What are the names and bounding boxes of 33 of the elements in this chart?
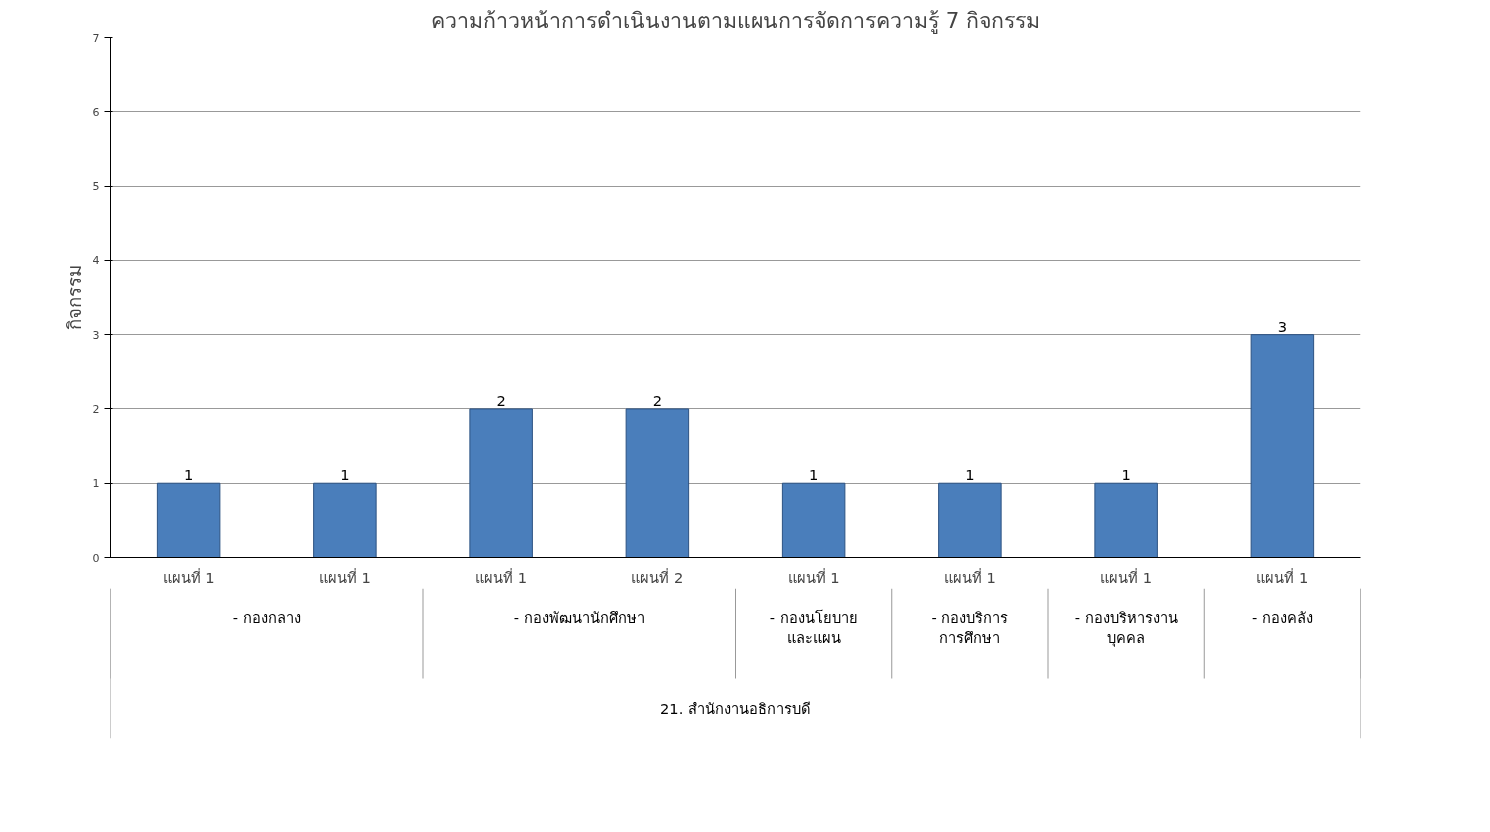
text: - กองคลัง xyxy=(1251,608,1313,626)
data-label: 1 xyxy=(1121,466,1131,484)
y-tick-label: 6 xyxy=(92,105,100,119)
y-tick-label: 1 xyxy=(92,477,100,491)
y-axis-title: กิจกรรม xyxy=(63,265,85,330)
y-tick-label: 7 xyxy=(92,31,100,45)
x-tick-label: แผนที่ 1 xyxy=(787,567,840,586)
data-label: 1 xyxy=(808,466,819,484)
text: - กองกลาง xyxy=(232,608,301,626)
x-tick-label: แผนที่ 1 xyxy=(475,567,528,586)
x-tick-label: แผนที่ 1 xyxy=(1100,567,1153,586)
data-label: 2 xyxy=(496,391,506,409)
y-tick-label: 5 xyxy=(92,180,100,194)
data-label: 2 xyxy=(652,391,663,409)
text: - กองนโยบาย และแผน xyxy=(769,608,858,646)
y-tick-label: 4 xyxy=(92,254,100,268)
text: 21. สำนักงานอธิการบดี xyxy=(660,700,811,717)
x-tick-label: แผนที่ 1 xyxy=(318,567,371,586)
x-tick-label: แผนที่ 1 xyxy=(1256,567,1309,586)
text: - กองบริหารงาน บุคคล xyxy=(1074,608,1178,647)
x-tick-label: แผนที่ 2 xyxy=(631,567,684,586)
x-tick-label: แผนที่ 1 xyxy=(162,567,215,586)
text: - กองพัฒนานักศึกษา xyxy=(513,608,645,626)
x-tick-label: แผนที่ 1 xyxy=(943,567,996,586)
data-label: 1 xyxy=(965,466,975,484)
data-label: 1 xyxy=(340,466,350,484)
y-tick-label: 2 xyxy=(92,402,100,416)
chart-title: ความก้าวหน้าการดำเนินงานตามแผนการจัดการความรู้ 7 กิจกรรม xyxy=(430,7,1041,34)
text: - กองบริการ การศึกษา xyxy=(931,608,1009,646)
y-tick-label: 0 xyxy=(92,551,100,565)
data-label: 3 xyxy=(1277,317,1288,335)
y-tick-label: 3 xyxy=(92,328,100,342)
data-label: 1 xyxy=(183,466,194,484)
